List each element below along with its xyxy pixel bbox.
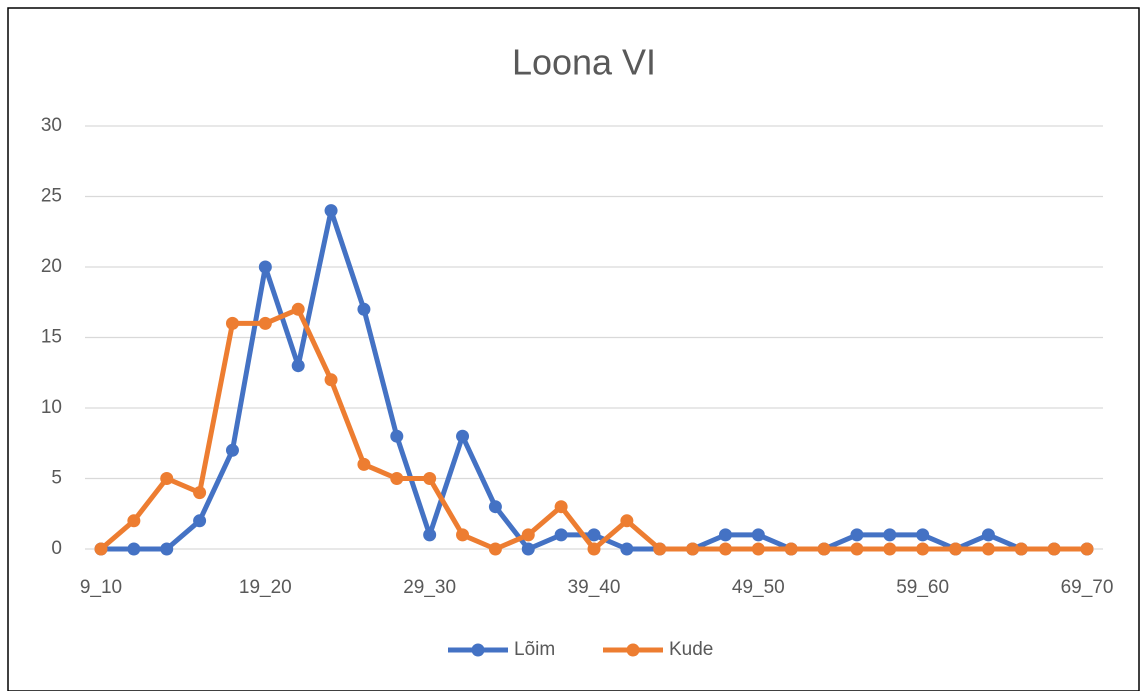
point	[916, 528, 930, 542]
point	[883, 542, 897, 556]
x-tick-label: 49_50	[732, 577, 785, 598]
point	[587, 528, 601, 542]
point	[390, 472, 404, 485]
point	[357, 457, 371, 471]
point	[1080, 542, 1094, 556]
y-tick-label: 5	[51, 468, 62, 489]
y-tick-label: 10	[41, 397, 62, 418]
point	[521, 528, 535, 542]
point	[718, 528, 732, 542]
x-tick-label: 9_10	[80, 577, 122, 598]
y-tick-label: 30	[41, 115, 62, 136]
point	[817, 542, 831, 556]
legend-label: Kude	[669, 639, 713, 660]
point	[1014, 542, 1028, 556]
point	[127, 514, 141, 528]
point	[686, 542, 700, 556]
y-tick-label: 25	[41, 186, 62, 207]
point	[291, 359, 305, 373]
point	[653, 542, 667, 556]
point	[258, 316, 272, 330]
x-tick-label: 29_30	[403, 577, 456, 598]
point	[751, 528, 765, 542]
point	[850, 542, 864, 556]
point	[193, 486, 207, 500]
point	[324, 204, 338, 218]
point	[127, 542, 141, 556]
point	[258, 260, 272, 274]
legend-marker	[471, 643, 485, 657]
point	[981, 528, 995, 542]
point	[225, 316, 239, 330]
point	[916, 542, 930, 556]
point	[94, 542, 108, 556]
point	[751, 542, 765, 556]
x-tick-label: 19_20	[239, 577, 292, 598]
x-tick-label: 69_70	[1061, 577, 1114, 598]
point	[620, 514, 634, 528]
point	[718, 542, 732, 556]
point	[160, 472, 174, 485]
point	[423, 472, 437, 485]
point	[160, 542, 174, 556]
point	[784, 542, 798, 556]
chart-frame	[7, 7, 1140, 691]
point	[193, 514, 207, 528]
point	[291, 302, 305, 316]
point	[554, 528, 568, 542]
y-tick-label: 15	[41, 327, 62, 348]
point	[456, 429, 470, 443]
point	[949, 542, 963, 556]
point	[488, 542, 502, 556]
legend-label: Lõim	[514, 639, 555, 660]
point	[850, 528, 864, 542]
point	[883, 528, 897, 542]
point	[554, 500, 568, 514]
point	[981, 542, 995, 556]
point	[456, 528, 470, 542]
point	[620, 542, 634, 556]
point	[225, 443, 239, 457]
point	[357, 302, 371, 316]
point	[488, 500, 502, 514]
legend-marker	[626, 643, 640, 657]
point	[587, 542, 601, 556]
point	[390, 429, 404, 443]
point	[1047, 542, 1061, 556]
x-tick-label: 59_60	[896, 577, 949, 598]
point	[521, 542, 535, 556]
point	[423, 528, 437, 542]
chart-title: Loona VI	[512, 42, 656, 83]
x-tick-label: 39_40	[568, 577, 621, 598]
point	[324, 373, 338, 387]
y-tick-label: 20	[41, 256, 62, 277]
y-tick-label: 0	[51, 538, 62, 559]
